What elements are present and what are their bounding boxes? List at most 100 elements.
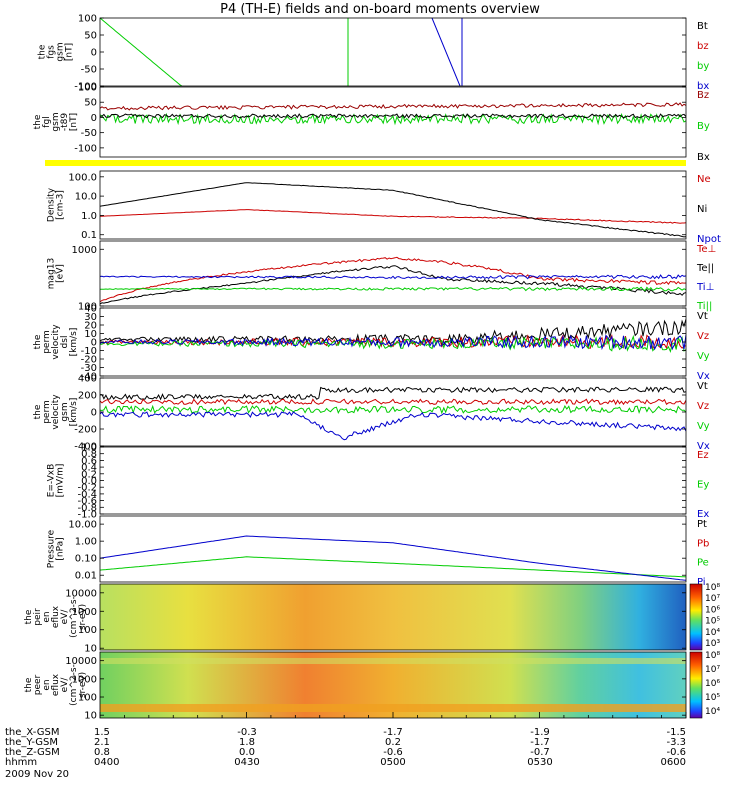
legend-entry-Te⊥: Te⊥ <box>696 244 716 255</box>
y-tick-label: 100.0 <box>68 172 97 183</box>
y-tick-label: 10 <box>84 644 97 655</box>
legend-entry-Vz: Vz <box>697 401 709 412</box>
y-tick-label: -40 <box>81 372 97 383</box>
y-axis-label: the <box>33 334 43 349</box>
ephemeris-label: hhmm <box>5 757 37 768</box>
y-tick-label: 10000 <box>65 656 97 667</box>
legend-entry-Bt: Bt <box>697 21 708 32</box>
y-tick-label: 0.4 <box>81 463 97 474</box>
panel-frame-temp <box>99 240 687 307</box>
y-axis-label: eflux <box>51 605 61 628</box>
legend-entry-Vy: Vy <box>697 351 710 362</box>
y-axis-label: eflux <box>51 673 61 696</box>
plot-area-fgl <box>100 102 686 126</box>
y-axis-label: fgs <box>47 45 57 59</box>
ephemeris-label: the_X-GSM <box>5 727 59 738</box>
y-tick-label: 100 <box>78 14 97 25</box>
ephemeris-value: 0430 <box>234 757 259 768</box>
y-tick-label: 0.01 <box>75 571 97 582</box>
y-tick-label: -0.4 <box>77 489 97 500</box>
y-tick-label: 1.00 <box>75 537 97 548</box>
y-axis-label: perm <box>42 330 52 354</box>
ephemeris-value: -3.3 <box>666 737 686 748</box>
y-axis-label: peir <box>33 608 43 626</box>
legend-entry-Vx: Vx <box>697 441 710 452</box>
panel-vperp_gsm: 400 200 0 -200 -400 the perm velocity gsm [km/s] V… <box>33 374 710 453</box>
legend-entry-Ti||: Ti|| <box>696 301 712 312</box>
panel-temp: 1000 100 mag13 [eV] Te⊥ Te|| Ti⊥ Ti|| <box>47 240 716 313</box>
y-tick-label: -200 <box>74 425 97 436</box>
y-axis-label: eV/ <box>60 609 70 625</box>
ephemeris-value: -1.9 <box>530 727 550 738</box>
plot-area-ion_spec <box>100 584 686 650</box>
colorbar-label: 10⁵ <box>705 617 720 627</box>
y-axis-label: mag13 <box>47 258 57 289</box>
series-Vx <box>100 411 686 441</box>
y-axis-label: velocity <box>51 324 61 360</box>
y-axis-label: [mV/m] <box>56 464 66 498</box>
legend-entry-Bx: Bx <box>697 152 710 163</box>
legend-entry-Vt: Vt <box>697 381 708 392</box>
panel-frame-density <box>99 170 687 240</box>
ephemeris-value: -0.7 <box>530 747 550 758</box>
y-tick-label: -100 <box>74 143 97 154</box>
y-tick-label: 200 <box>78 391 97 402</box>
y-axis-label: dsl <box>60 336 70 349</box>
series-Vt <box>100 386 686 401</box>
legend-entry-Ez: Ez <box>697 450 709 461</box>
ephemeris-value: 0400 <box>94 757 119 768</box>
panel-fgs: 100 50 0 -50 -100 the fgs gsm [nT] Bt bz by bx <box>38 14 710 93</box>
y-axis-label: the <box>38 44 48 59</box>
panel-efield: 1.00.80.60.40.20.0-0.2-0.4-0.6-0.8-1.0 E=… <box>47 443 710 521</box>
colorbar-ion_spec <box>689 583 703 651</box>
y-axis-label: -t89 <box>60 113 70 132</box>
plot-area-vperp_dsl <box>100 318 686 353</box>
panel-density: 100.0 10.0 1.0 0.1 Density [cm-3] Ne Ni Npot <box>47 170 721 245</box>
series-Ti|| <box>100 286 686 292</box>
series-Pi <box>100 535 686 581</box>
panel-elec_spec: 10⁸ 10⁷ 10⁶ 10⁵ 10⁴ 10000 1000 100 10 the peer en ef… <box>24 651 720 722</box>
y-axis-label: velocity <box>51 394 61 430</box>
y-tick-label: -30 <box>81 363 97 374</box>
ephemeris-value: 0530 <box>527 757 552 768</box>
ephemeris-value: 0.2 <box>385 737 401 748</box>
colorbar-label: 10⁸ <box>705 651 720 661</box>
ephemeris-value: -1.7 <box>530 737 550 748</box>
y-tick-label: 100 <box>78 693 97 704</box>
y-tick-label: 30 <box>84 312 97 323</box>
ephemeris-value: 0.0 <box>239 747 255 758</box>
colorbar-label: 10⁷ <box>705 665 720 675</box>
series-Vx <box>100 334 686 351</box>
ephemeris-value: 1.5 <box>94 727 110 738</box>
series-Te⊥ <box>100 256 686 303</box>
y-tick-label: -50 <box>81 65 97 76</box>
series-Pe <box>100 556 686 578</box>
colorbar-label: 10⁴ <box>705 628 720 638</box>
panel-pressure: 10.00 1.00 0.10 0.01 Pressure [nPa] Pt Pb Pe Pi <box>47 515 709 588</box>
x-axis <box>99 712 687 718</box>
y-axis-label: sr-eV) <box>78 604 88 630</box>
plot-area-elec_spec <box>100 652 686 718</box>
y-tick-label: -0.2 <box>77 483 97 494</box>
y-axis-label: en <box>42 679 52 690</box>
y-tick-label: 0 <box>91 48 97 59</box>
ephemeris-value: 0600 <box>661 757 686 768</box>
y-tick-label: 1.0 <box>81 443 97 454</box>
legend-entry-Ti⊥: Ti⊥ <box>696 282 714 293</box>
y-axis-label: sr-eV) <box>78 672 88 698</box>
y-axis-label: Density <box>47 187 57 222</box>
y-tick-label: 400 <box>78 374 97 385</box>
y-tick-label: -50 <box>81 128 97 139</box>
y-axis-label: gsm <box>56 42 66 61</box>
y-tick-label: 0 <box>91 113 97 124</box>
y-axis-label: [nT] <box>69 113 79 131</box>
legend-entry-Vt: Vt <box>697 311 708 322</box>
panel-frame-ion_spec <box>99 583 687 651</box>
panel-frame-efield <box>99 446 687 515</box>
y-axis-label: (cm^2-s- <box>69 596 79 638</box>
series-Ti⊥ <box>100 274 686 280</box>
spectrogram-ion_spec <box>100 584 686 650</box>
y-axis-label: gsm <box>60 402 70 421</box>
